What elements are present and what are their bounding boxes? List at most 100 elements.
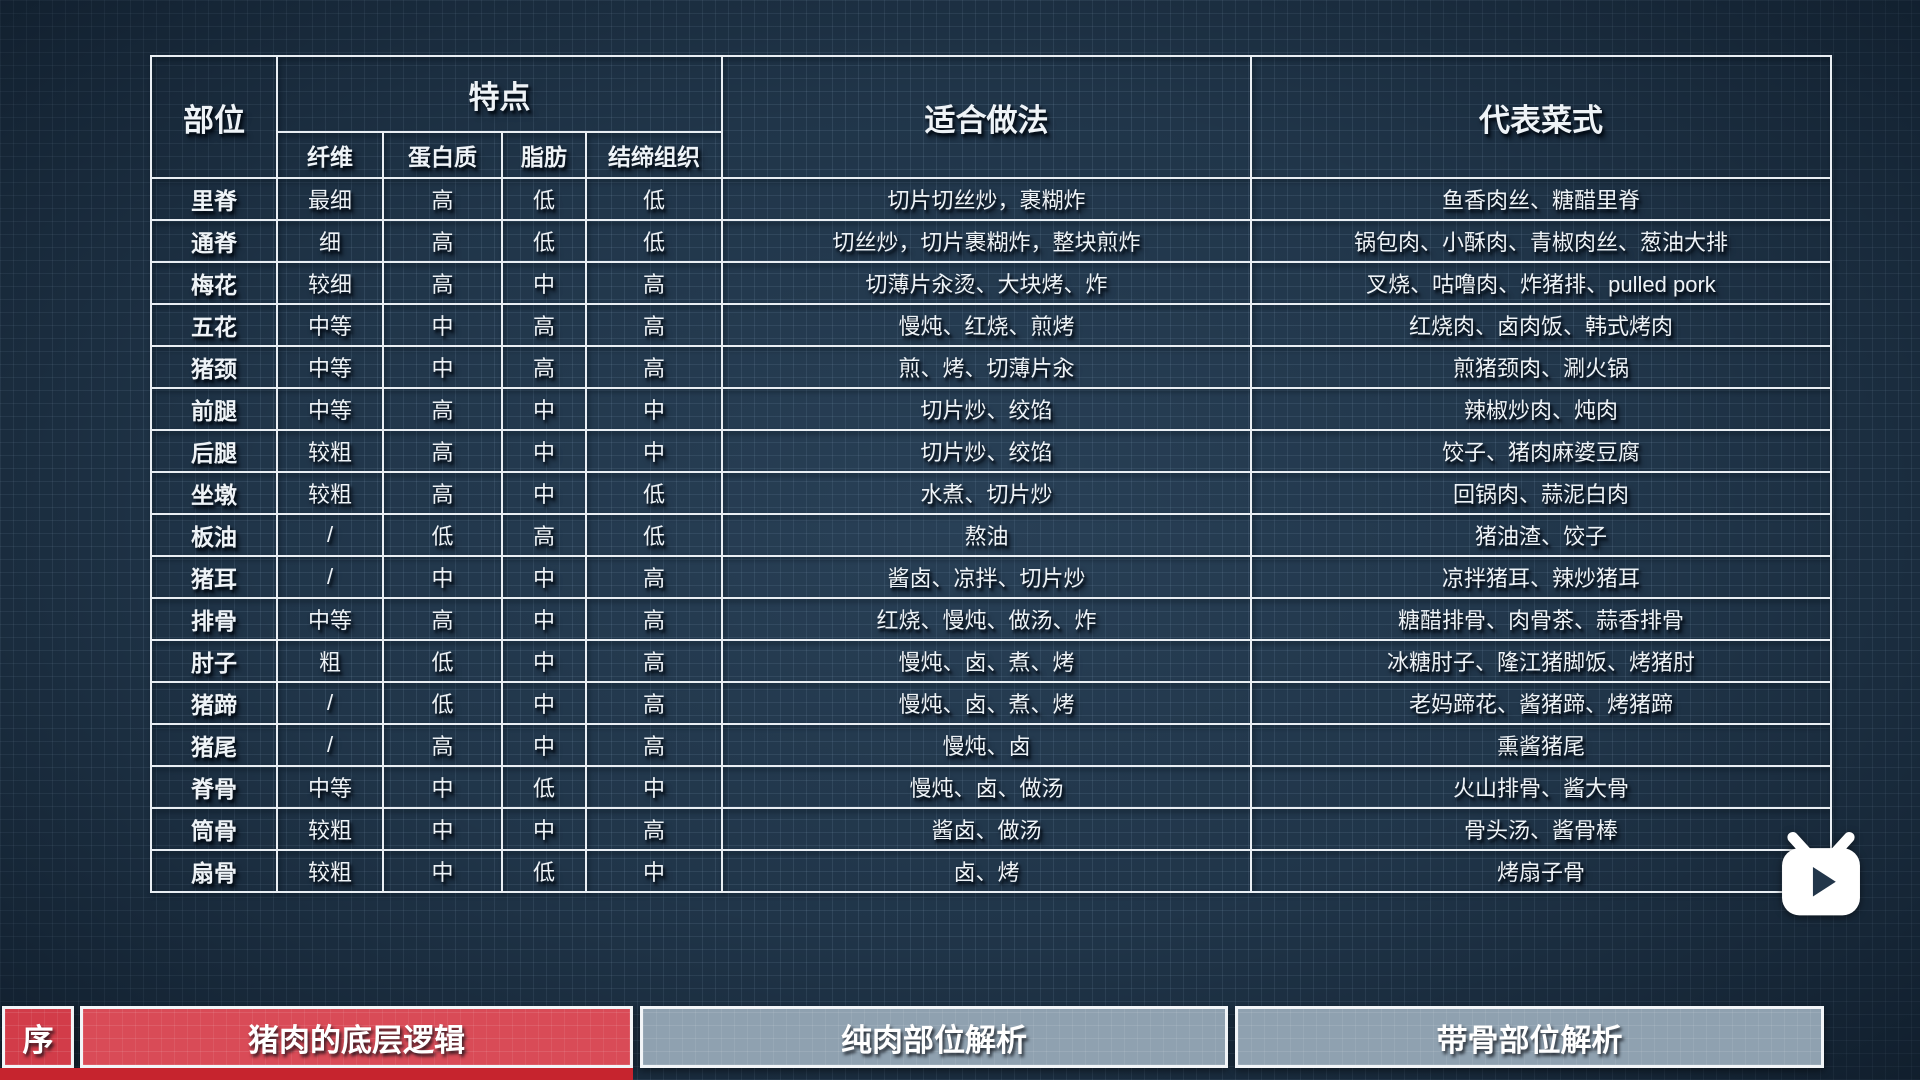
- row-fiber-value: 较粗: [276, 429, 384, 473]
- row-dishes-value: 叉烧、咕噜肉、炸猪排、pulled pork: [1250, 261, 1832, 305]
- row-fiber-value: /: [276, 723, 384, 767]
- table-row: 坐墩 较粗 高 中 低 水煮、切片炒 回锅肉、蒜泥白肉: [150, 471, 1832, 515]
- row-methods-value: 水煮、切片炒: [721, 471, 1252, 515]
- row-connective-value: 低: [585, 219, 723, 263]
- row-dishes-value: 冰糖肘子、隆江猪脚饭、烤猪肘: [1250, 639, 1832, 683]
- row-protein-value: 低: [382, 513, 503, 557]
- row-part-label: 脊骨: [150, 765, 278, 809]
- subheader-protein: 蛋白质: [382, 131, 503, 179]
- row-protein-value: 高: [382, 219, 503, 263]
- tab-bone-in-analysis[interactable]: 带骨部位解析: [1235, 1006, 1824, 1068]
- table-row: 筒骨 较粗 中 中 高 酱卤、做汤 骨头汤、酱骨棒: [150, 807, 1832, 851]
- row-connective-value: 高: [585, 597, 723, 641]
- row-methods-value: 慢炖、卤: [721, 723, 1252, 767]
- table-row: 猪蹄 / 低 中 高 慢炖、卤、煮、烤 老妈蹄花、酱猪蹄、烤猪蹄: [150, 681, 1832, 725]
- row-fiber-value: 细: [276, 219, 384, 263]
- row-dishes-value: 糖醋排骨、肉骨茶、蒜香排骨: [1250, 597, 1832, 641]
- row-part-label: 通脊: [150, 219, 278, 263]
- row-fiber-value: 中等: [276, 303, 384, 347]
- row-protein-value: 高: [382, 429, 503, 473]
- row-dishes-value: 鱼香肉丝、糖醋里脊: [1250, 177, 1832, 221]
- row-methods-value: 熬油: [721, 513, 1252, 557]
- row-fat-value: 低: [501, 849, 587, 893]
- row-dishes-value: 老妈蹄花、酱猪蹄、烤猪蹄: [1250, 681, 1832, 725]
- row-connective-value: 高: [585, 261, 723, 305]
- row-dishes-value: 熏酱猪尾: [1250, 723, 1832, 767]
- row-connective-value: 中: [585, 765, 723, 809]
- row-fat-value: 低: [501, 177, 587, 221]
- row-protein-value: 中: [382, 555, 503, 599]
- header-dishes: 代表菜式: [1250, 55, 1832, 179]
- row-methods-value: 慢炖、卤、煮、烤: [721, 639, 1252, 683]
- row-methods-value: 慢炖、红烧、煎烤: [721, 303, 1252, 347]
- row-methods-value: 煎、烤、切薄片汆: [721, 345, 1252, 389]
- table-row: 前腿 中等 高 中 中 切片炒、绞馅 辣椒炒肉、炖肉: [150, 387, 1832, 431]
- tv-play-icon[interactable]: [1778, 830, 1864, 920]
- row-dishes-value: 回锅肉、蒜泥白肉: [1250, 471, 1832, 515]
- row-methods-value: 切丝炒，切片裹糊炸，整块煎炸: [721, 219, 1252, 263]
- table-row: 脊骨 中等 中 低 中 慢炖、卤、做汤 火山排骨、酱大骨: [150, 765, 1832, 809]
- row-protein-value: 高: [382, 723, 503, 767]
- row-connective-value: 中: [585, 429, 723, 473]
- row-part-label: 板油: [150, 513, 278, 557]
- row-part-label: 猪蹄: [150, 681, 278, 725]
- row-fat-value: 中: [501, 555, 587, 599]
- row-fat-value: 低: [501, 765, 587, 809]
- row-dishes-value: 红烧肉、卤肉饭、韩式烤肉: [1250, 303, 1832, 347]
- tab-pure-meat-label: 纯肉部位解析: [841, 1022, 1027, 1058]
- header-part: 部位: [150, 55, 278, 179]
- row-connective-value: 高: [585, 807, 723, 851]
- row-fiber-value: /: [276, 681, 384, 725]
- row-protein-value: 中: [382, 345, 503, 389]
- subheader-fiber: 纤维: [276, 131, 384, 179]
- row-protein-value: 中: [382, 765, 503, 809]
- row-part-label: 梅花: [150, 261, 278, 305]
- row-dishes-value: 锅包肉、小酥肉、青椒肉丝、葱油大排: [1250, 219, 1832, 263]
- row-fat-value: 中: [501, 681, 587, 725]
- table-row: 排骨 中等 高 中 高 红烧、慢炖、做汤、炸 糖醋排骨、肉骨茶、蒜香排骨: [150, 597, 1832, 641]
- table-row: 通脊 细 高 低 低 切丝炒，切片裹糊炸，整块煎炸 锅包肉、小酥肉、青椒肉丝、葱…: [150, 219, 1832, 263]
- row-connective-value: 中: [585, 849, 723, 893]
- row-methods-value: 切片炒、绞馅: [721, 387, 1252, 431]
- row-connective-value: 低: [585, 471, 723, 515]
- header-methods: 适合做法: [721, 55, 1252, 179]
- pork-cuts-table: 部位 特点 适合做法 代表菜式 纤维 蛋白质 脂肪 结缔组织 里脊 最细 高 低…: [150, 55, 1832, 893]
- row-fat-value: 中: [501, 639, 587, 683]
- row-part-label: 五花: [150, 303, 278, 347]
- row-dishes-value: 烤扇子骨: [1250, 849, 1832, 893]
- row-protein-value: 高: [382, 471, 503, 515]
- row-fiber-value: 中等: [276, 387, 384, 431]
- row-methods-value: 切片炒、绞馅: [721, 429, 1252, 473]
- row-fat-value: 低: [501, 219, 587, 263]
- row-fiber-value: 中等: [276, 765, 384, 809]
- row-protein-value: 低: [382, 681, 503, 725]
- table-row: 梅花 较细 高 中 高 切薄片汆烫、大块烤、炸 叉烧、咕噜肉、炸猪排、pulle…: [150, 261, 1832, 305]
- table-row: 里脊 最细 高 低 低 切片切丝炒，裹糊炸 鱼香肉丝、糖醋里脊: [150, 177, 1832, 221]
- row-connective-value: 高: [585, 723, 723, 767]
- row-methods-value: 慢炖、卤、做汤: [721, 765, 1252, 809]
- row-fat-value: 高: [501, 303, 587, 347]
- table-row: 扇骨 较粗 中 低 中 卤、烤 烤扇子骨: [150, 849, 1832, 893]
- row-dishes-value: 猪油渣、饺子: [1250, 513, 1832, 557]
- tab-pure-meat-analysis[interactable]: 纯肉部位解析: [640, 1006, 1228, 1068]
- row-protein-value: 中: [382, 849, 503, 893]
- row-fiber-value: 较粗: [276, 807, 384, 851]
- row-fiber-value: 较粗: [276, 471, 384, 515]
- row-connective-value: 高: [585, 681, 723, 725]
- row-fiber-value: 中等: [276, 597, 384, 641]
- row-connective-value: 高: [585, 555, 723, 599]
- tab-bone-in-label: 带骨部位解析: [1436, 1022, 1623, 1058]
- row-fat-value: 中: [501, 429, 587, 473]
- row-connective-value: 低: [585, 177, 723, 221]
- row-part-label: 肘子: [150, 639, 278, 683]
- subheader-connective: 结缔组织: [585, 131, 723, 179]
- tab-intro[interactable]: 序: [2, 1006, 74, 1068]
- row-connective-value: 中: [585, 387, 723, 431]
- row-fat-value: 中: [501, 723, 587, 767]
- row-part-label: 猪颈: [150, 345, 278, 389]
- row-fiber-value: 较粗: [276, 849, 384, 893]
- row-protein-value: 中: [382, 303, 503, 347]
- row-fiber-value: 较细: [276, 261, 384, 305]
- tab-pork-logic[interactable]: 猪肉的底层逻辑: [80, 1006, 633, 1068]
- row-part-label: 猪耳: [150, 555, 278, 599]
